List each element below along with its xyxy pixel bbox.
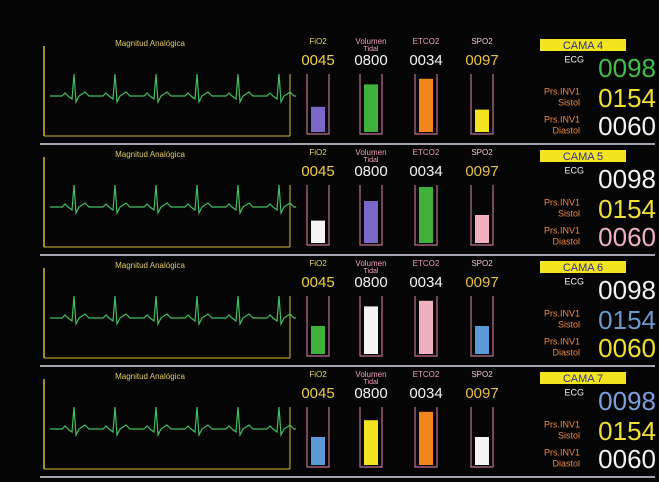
gauge-label: Volumen — [355, 370, 386, 379]
gauge-fill — [311, 221, 325, 243]
reading-label: Prs.INV1 — [544, 336, 580, 346]
reading-label: ECG — [564, 387, 584, 397]
reading-label: Diastol — [552, 125, 580, 135]
waveform-label: Magnitud Analógica — [115, 39, 185, 48]
reading-value: 0060 — [598, 444, 656, 474]
reading-value: 0098 — [598, 275, 656, 305]
gauge-label: FiO2 — [309, 370, 327, 379]
reading-value: 0154 — [598, 416, 656, 446]
gauge-fill — [311, 107, 325, 132]
reading-label: Diastol — [552, 236, 580, 246]
gauge-fill — [364, 420, 378, 465]
reading-value: 0098 — [598, 164, 656, 194]
gauge-value: 0034 — [409, 52, 442, 69]
gauge-label: ETCO2 — [413, 148, 440, 157]
gauge-label: Volumen — [355, 148, 386, 157]
bed-label: CAMA 7 — [563, 373, 603, 385]
reading-label: Sistol — [558, 319, 580, 329]
gauge-value: 0045 — [301, 163, 334, 180]
gauge-value: 0800 — [354, 274, 387, 291]
gauge-label: FiO2 — [309, 259, 327, 268]
reading-value: 0060 — [598, 222, 656, 252]
reading-label: Diastol — [552, 347, 580, 357]
gauge-value: 0097 — [465, 385, 498, 402]
gauge-fill — [419, 187, 433, 243]
reading-label: Sistol — [558, 97, 580, 107]
gauge-fill — [475, 437, 489, 465]
bed-label: CAMA 6 — [563, 262, 603, 274]
reading-label: ECG — [564, 165, 584, 175]
gauge-fill — [364, 306, 378, 354]
gauge-value: 0800 — [354, 52, 387, 69]
gauge-value: 0045 — [301, 385, 334, 402]
gauge-label: SPO2 — [471, 370, 493, 379]
gauge-value: 0034 — [409, 385, 442, 402]
monitor-screen: Magnitud AnalógicaFiO20045VolumenTidal08… — [0, 0, 659, 482]
gauge-label: SPO2 — [471, 259, 493, 268]
gauge-label: Volumen — [355, 259, 386, 268]
gauge-label: ETCO2 — [413, 37, 440, 46]
reading-label: Prs.INV1 — [544, 197, 580, 207]
gauge-value: 0045 — [301, 274, 334, 291]
gauge-fill — [311, 326, 325, 354]
gauge-value: 0097 — [465, 52, 498, 69]
reading-label: Prs.INV1 — [544, 225, 580, 235]
reading-value: 0154 — [598, 83, 656, 113]
reading-label: Prs.INV1 — [544, 419, 580, 429]
reading-value: 0060 — [598, 333, 656, 363]
reading-label: Prs.INV1 — [544, 86, 580, 96]
waveform-label: Magnitud Analógica — [115, 372, 185, 381]
reading-value: 0060 — [598, 111, 656, 141]
waveform-label: Magnitud Analógica — [115, 150, 185, 159]
gauge-fill — [475, 326, 489, 354]
gauge-value: 0097 — [465, 163, 498, 180]
gauge-fill — [364, 201, 378, 243]
gauge-fill — [311, 437, 325, 465]
gauge-label: SPO2 — [471, 148, 493, 157]
gauge-value: 0034 — [409, 274, 442, 291]
reading-label: ECG — [564, 276, 584, 286]
gauge-value: 0034 — [409, 163, 442, 180]
waveform-label: Magnitud Analógica — [115, 261, 185, 270]
reading-value: 0154 — [598, 305, 656, 335]
gauge-fill — [475, 110, 489, 132]
reading-label: Prs.INV1 — [544, 308, 580, 318]
gauge-value: 0045 — [301, 52, 334, 69]
gauge-value: 0097 — [465, 274, 498, 291]
gauge-fill — [364, 84, 378, 132]
reading-value: 0098 — [598, 386, 656, 416]
gauge-label: SPO2 — [471, 37, 493, 46]
gauge-fill — [419, 79, 433, 132]
bed-label: CAMA 4 — [563, 40, 603, 52]
gauge-value: 0800 — [354, 163, 387, 180]
reading-value: 0098 — [598, 53, 656, 83]
reading-label: Prs.INV1 — [544, 114, 580, 124]
gauge-fill — [419, 412, 433, 465]
gauge-label: Volumen — [355, 37, 386, 46]
gauge-value: 0800 — [354, 385, 387, 402]
gauge-label: FiO2 — [309, 148, 327, 157]
gauge-label: ETCO2 — [413, 259, 440, 268]
reading-label: Sistol — [558, 208, 580, 218]
gauge-fill — [419, 301, 433, 354]
reading-value: 0154 — [598, 194, 656, 224]
gauge-label: ETCO2 — [413, 370, 440, 379]
reading-label: Diastol — [552, 458, 580, 468]
gauge-fill — [475, 215, 489, 243]
reading-label: ECG — [564, 54, 584, 64]
bed-label: CAMA 5 — [563, 151, 603, 163]
reading-label: Prs.INV1 — [544, 447, 580, 457]
reading-label: Sistol — [558, 430, 580, 440]
gauge-label: FiO2 — [309, 37, 327, 46]
